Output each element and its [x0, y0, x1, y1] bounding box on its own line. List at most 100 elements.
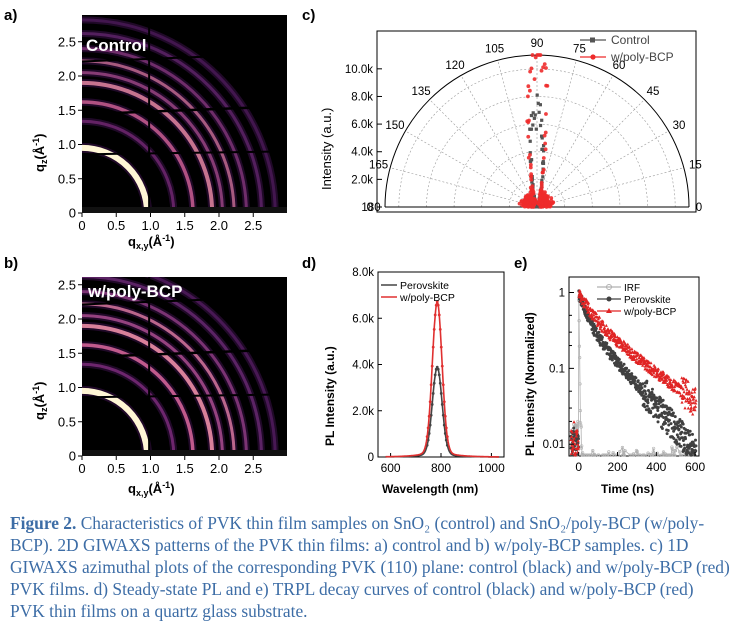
trpl-xtick-label: 200 — [607, 460, 627, 474]
trpl-perovskite-point — [690, 432, 694, 436]
caption-lead: Figure 2. — [10, 513, 77, 533]
trpl-bcp-point — [654, 367, 658, 371]
trpl-bcp-point — [693, 404, 698, 408]
trpl-irf-point — [678, 453, 682, 457]
legend-e-perovskite-marker — [606, 296, 612, 302]
trpl-perovskite-point — [685, 453, 689, 457]
polar-point-control — [540, 147, 544, 151]
trpl-bcp-point — [627, 345, 631, 349]
trpl-bcp-point — [664, 380, 668, 384]
trpl-bcp-point — [610, 335, 614, 338]
trpl-bcp-point — [652, 363, 656, 367]
trpl-bcp-point — [640, 360, 644, 364]
trpl-bcp-point — [678, 391, 682, 395]
ytick-label: 1.0 — [58, 380, 76, 395]
pl-series-point — [432, 381, 436, 385]
trpl-bcp-point — [658, 378, 662, 382]
panel-e-letter: e) — [514, 255, 527, 272]
trpl-perovskite-point — [672, 436, 676, 440]
trpl-bcp-point — [592, 313, 596, 317]
trpl-bcp-point — [669, 378, 673, 381]
pl-d-series — [385, 300, 499, 458]
legend-e-bcp-label: w/poly-BCP — [623, 307, 677, 318]
polar-angle-label: 120 — [445, 60, 464, 72]
trpl-bcp-point — [579, 299, 583, 303]
polar-point-bcp — [527, 88, 532, 93]
trpl-perovskite-point — [655, 396, 659, 400]
trpl-bcp-point — [636, 353, 640, 357]
trpl-perovskite-point — [650, 387, 654, 391]
trpl-bcp-point — [601, 319, 605, 323]
pl-xtick-label: 800 — [431, 461, 451, 475]
polar-c-points — [517, 53, 556, 209]
trpl-irf-point — [670, 447, 674, 451]
trpl-perovskite-point — [627, 369, 631, 373]
trpl-perovskite-point — [610, 358, 614, 362]
trpl-perovskite-point — [646, 401, 650, 405]
trpl-bcp-point — [650, 373, 654, 377]
polar-grid-spoke — [390, 167, 538, 208]
beamstop-band — [82, 207, 287, 213]
giwaxs-b-sample-label: w/poly-BCP — [87, 282, 182, 301]
pl-series-point — [431, 345, 435, 349]
polar-point-bcp — [529, 204, 534, 209]
pl-series-point — [435, 365, 439, 369]
trpl-e-points — [569, 289, 698, 457]
trpl-bcp-point — [575, 432, 579, 436]
trpl-ytick-label: 1 — [559, 287, 565, 299]
polar-grid-spoke — [405, 130, 538, 208]
pl-series-point — [439, 392, 443, 395]
polar-point-control — [532, 195, 536, 199]
polar-radial-label: 10.0k — [345, 64, 373, 76]
trpl-bcp-point — [670, 383, 674, 387]
trpl-bcp-point — [616, 344, 620, 348]
ytick-label: 0 — [69, 206, 76, 221]
figure: a) Control qz(Å-1) 2.5 2.0 1.5 1.0 0.5 0 0 0.5… — [4, 7, 705, 498]
trpl-bcp-point — [646, 370, 651, 374]
trpl-bcp-point — [691, 412, 695, 416]
trpl-ytick-label: 0.1 — [549, 363, 565, 375]
polar-point-control — [528, 139, 532, 143]
trpl-perovskite-point — [671, 413, 675, 417]
polar-point-control — [528, 151, 532, 155]
xaxis-b-title: qx,y(Å-1) — [128, 480, 175, 498]
trpl-xtick-label: 600 — [685, 460, 705, 474]
polar-point-bcp — [528, 174, 533, 179]
trpl-ytick-label: 0.01 — [543, 439, 565, 451]
trpl-bcp-point — [692, 405, 696, 409]
trpl-bcp-point — [609, 328, 613, 332]
trpl-bcp-point — [572, 420, 576, 424]
legend-c-control-marker — [590, 37, 595, 43]
trpl-bcp-point — [622, 343, 626, 347]
trpl-perovskite-point — [613, 351, 617, 355]
trpl-perovskite-point — [689, 453, 693, 457]
trpl-bcp-point — [588, 306, 593, 310]
trpl-bcp-point — [571, 447, 575, 451]
polar-radial-label: 4.0k — [351, 147, 373, 159]
trpl-irf-point — [578, 409, 582, 413]
trpl-bcp-point — [580, 293, 584, 297]
trpl-bcp-point — [656, 369, 660, 373]
polar-point-control — [535, 93, 539, 97]
trpl-bcp-point — [605, 330, 609, 334]
trpl-bcp-point — [670, 384, 675, 388]
trpl-perovskite-point — [681, 438, 685, 442]
panel-a-letter: a) — [4, 7, 17, 24]
trpl-bcp-point — [656, 367, 661, 371]
polar-angle-label: 60 — [613, 60, 626, 72]
giwaxs-a-xaxis: 0 0.5 1.0 1.5 2.0 2.5 qx,y(Å-1) — [78, 213, 262, 251]
trpl-bcp-point — [689, 409, 693, 413]
trpl-bcp-point — [689, 405, 693, 409]
polar-point-control — [530, 180, 534, 184]
trpl-bcp-point — [571, 449, 575, 453]
pl-series-point — [428, 423, 432, 427]
pl-chart-d: 600 800 1000 0 2.0k 4.0k 6.0k 8.0k PL Intensity… — [323, 267, 505, 496]
pl-series-point — [431, 392, 435, 395]
polar-grid-spoke — [536, 99, 645, 208]
polar-point-control — [540, 178, 544, 182]
trpl-bcp-point — [687, 389, 691, 393]
trpl-irf-point — [675, 445, 679, 449]
trpl-bcp-point — [682, 390, 686, 394]
trpl-perovskite-point — [600, 335, 604, 339]
polar-point-bcp — [537, 197, 542, 202]
